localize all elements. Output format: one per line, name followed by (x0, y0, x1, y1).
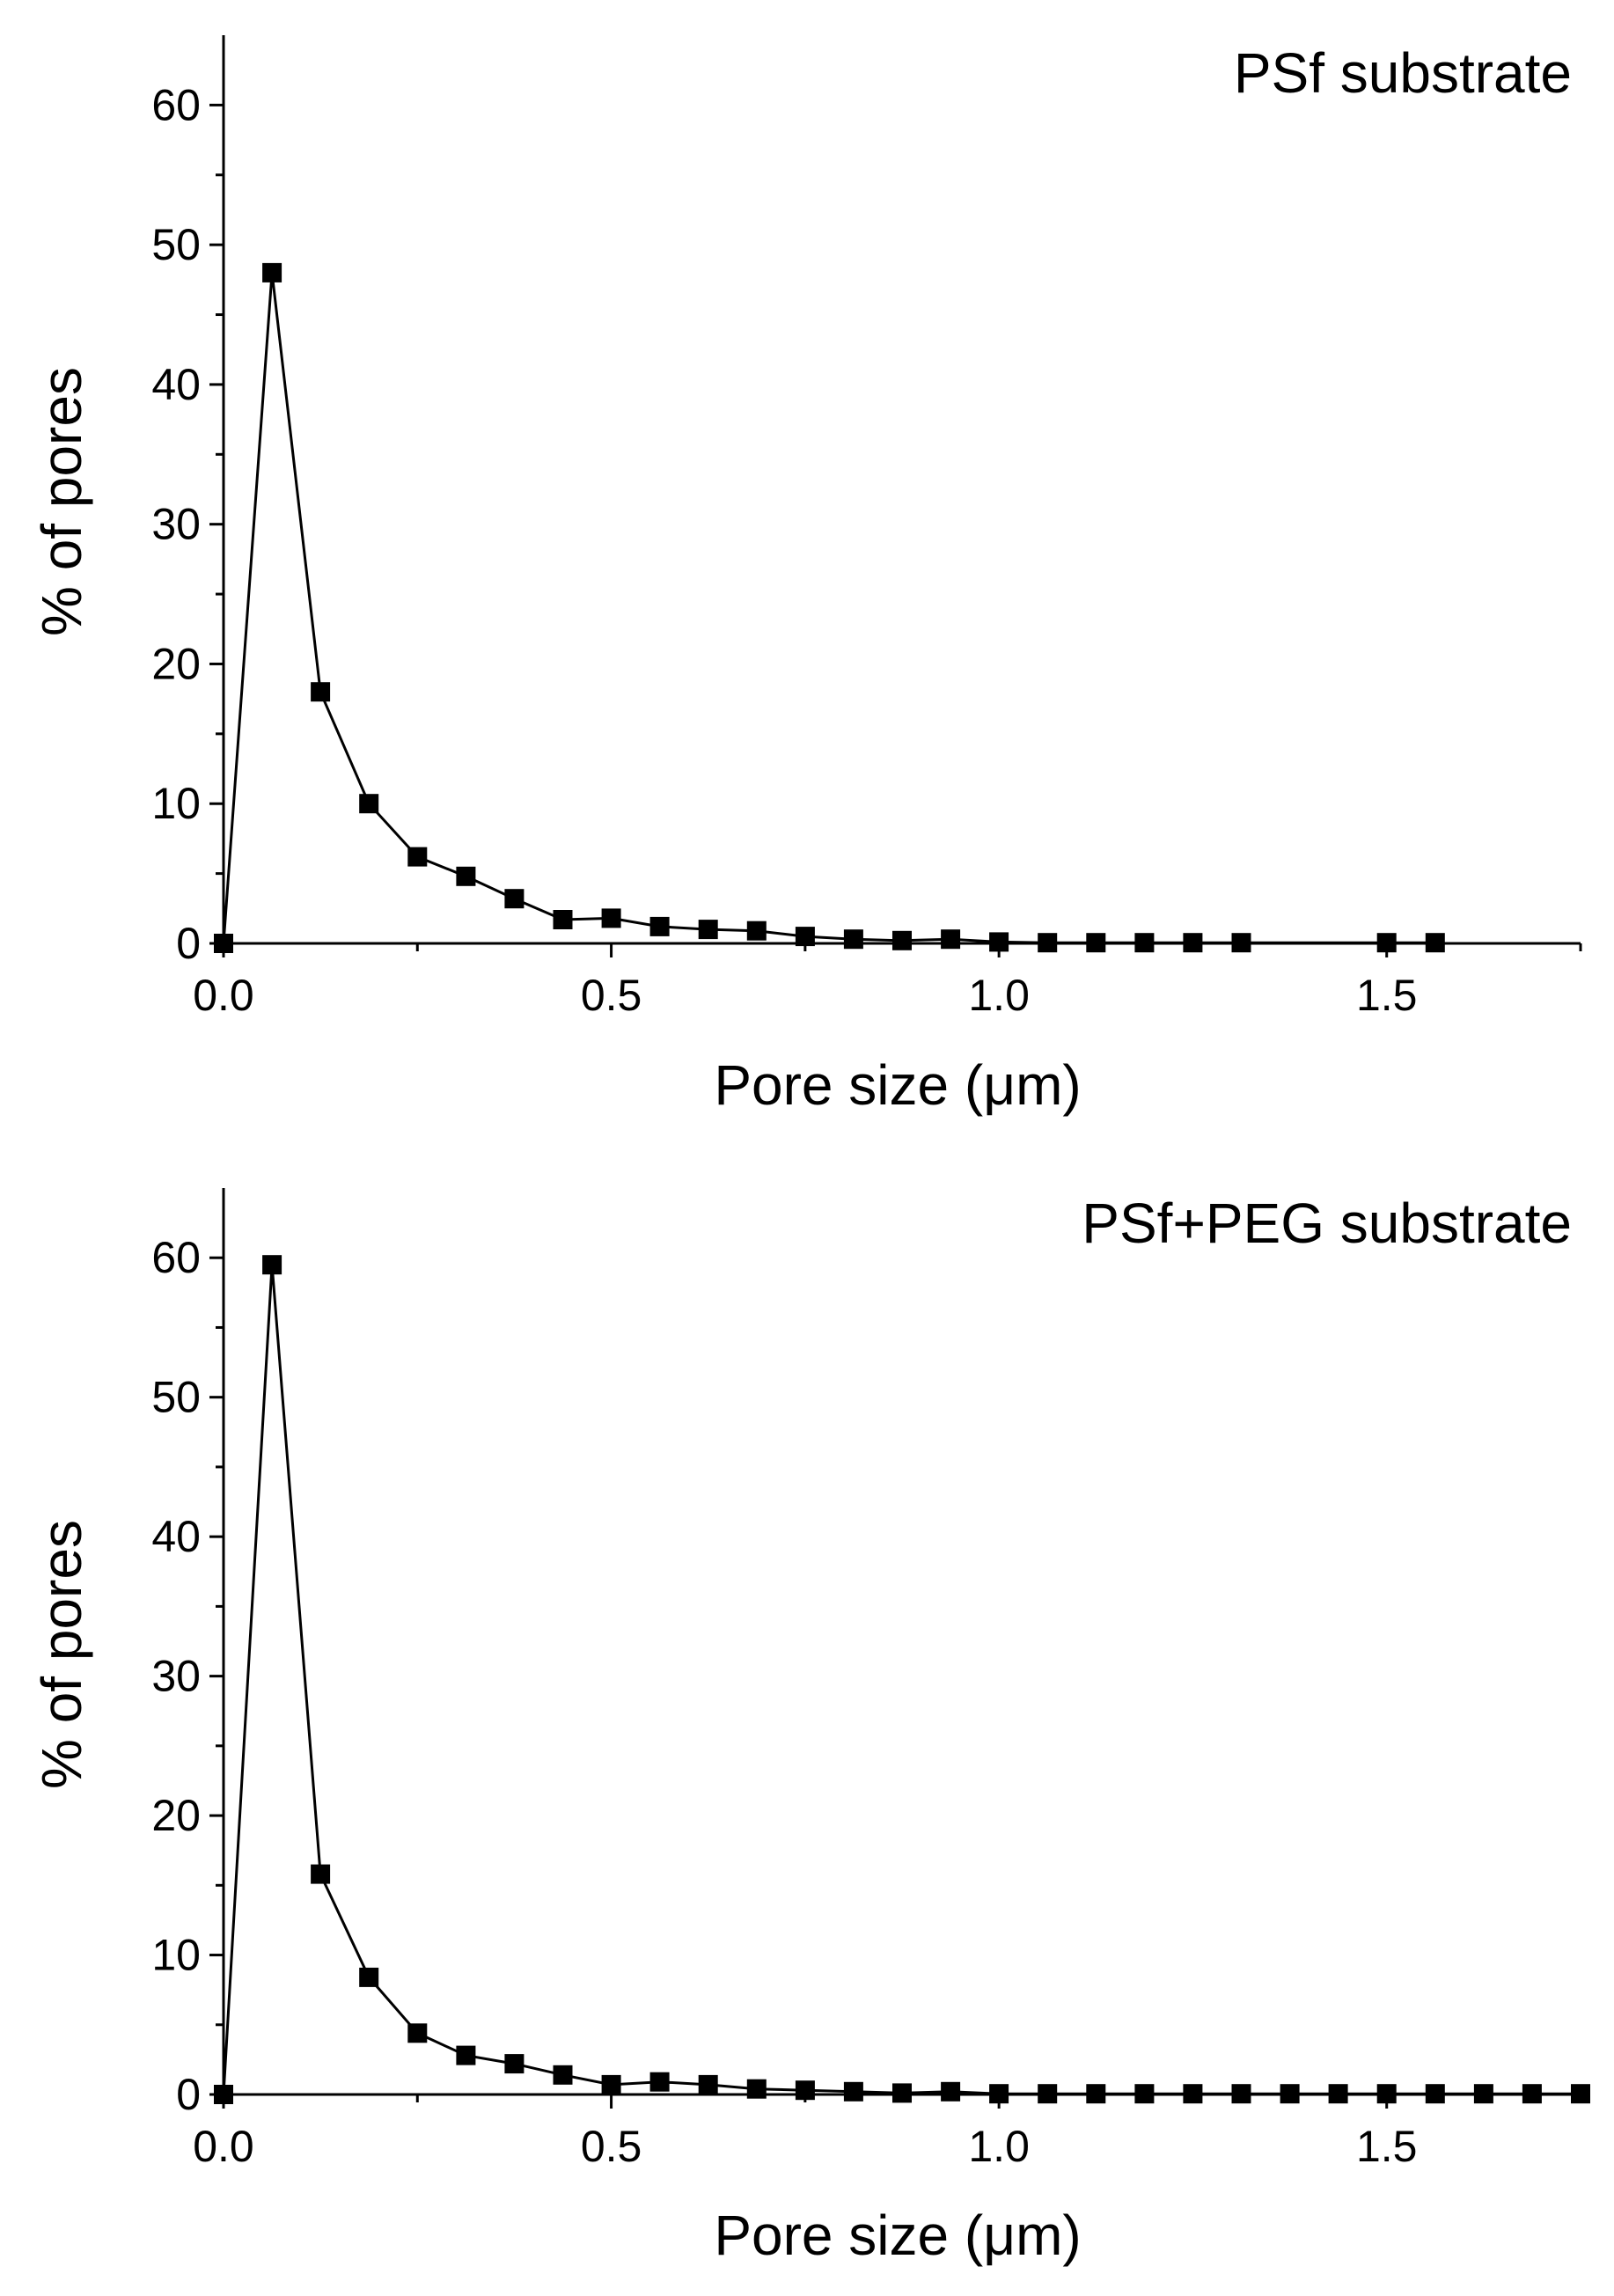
x-tick-label: 0.5 (581, 971, 642, 1020)
data-point-marker (601, 908, 621, 928)
data-point-marker (698, 2074, 718, 2094)
data-point-marker (746, 2079, 767, 2099)
x-axis-title: Pore size (μm) (714, 1053, 1081, 1117)
y-tick-label: 60 (151, 1233, 201, 1282)
data-point-marker (649, 2072, 670, 2092)
y-tick-label: 10 (151, 1931, 201, 1980)
data-point-marker (456, 866, 476, 886)
y-tick-label: 40 (151, 1512, 201, 1561)
data-point-marker (989, 2084, 1009, 2104)
panel-annotation: PSf substrate (1234, 41, 1572, 105)
data-point-marker (1038, 2084, 1058, 2104)
y-axis-title: % of pores (30, 1520, 93, 1789)
data-point-marker (1086, 2084, 1106, 2104)
data-point-marker (1038, 933, 1058, 953)
data-point-marker (843, 2081, 863, 2102)
data-point-marker (311, 1864, 331, 1884)
x-tick-label: 1.5 (1356, 2122, 1418, 2171)
data-point-marker (262, 1255, 282, 1275)
y-axis-title: % of pores (30, 367, 93, 636)
x-tick-label: 0.0 (193, 971, 254, 1020)
data-point-marker (359, 1967, 379, 1987)
data-point-marker (262, 262, 282, 282)
data-point-marker (1183, 2084, 1203, 2104)
data-point-marker (1376, 933, 1397, 953)
data-point-marker (1280, 2084, 1300, 2104)
data-point-marker (746, 921, 767, 941)
data-point-marker (359, 794, 379, 814)
data-point-marker (1571, 2084, 1590, 2104)
panel-annotation: PSf+PEG substrate (1082, 1192, 1572, 1255)
data-point-marker (843, 929, 863, 950)
data-point-marker (1134, 2084, 1155, 2104)
data-point-marker (601, 2074, 621, 2094)
data-point-marker (504, 2054, 525, 2074)
data-point-marker (407, 847, 428, 867)
data-point-marker (1134, 933, 1155, 953)
y-tick-label: 40 (151, 360, 201, 409)
data-point-marker (892, 930, 912, 950)
data-point-marker (1231, 933, 1251, 953)
data-point-marker (941, 929, 961, 950)
data-point-marker (553, 2065, 573, 2085)
data-point-marker (504, 889, 525, 909)
data-point-marker (1231, 2084, 1251, 2104)
y-tick-label: 50 (151, 220, 201, 269)
chart-panel-psf: PSf substrate Pore size (μm) % of pores … (30, 35, 1582, 1117)
y-tick-label: 50 (151, 1373, 201, 1422)
data-point-marker (214, 934, 233, 953)
data-point-marker (214, 2085, 233, 2104)
data-point-marker (553, 910, 573, 929)
chart-panel-psf-peg: PSf+PEG substrate Pore size (μm) % of po… (30, 1188, 1590, 2267)
y-tick-label: 0 (176, 2070, 201, 2119)
data-point-marker (698, 920, 718, 940)
y-tick-label: 20 (151, 639, 201, 688)
series-line (222, 1265, 1581, 2095)
y-tick-label: 10 (151, 779, 201, 828)
data-point-marker (795, 2080, 815, 2101)
y-tick-label: 30 (151, 500, 201, 549)
data-point-marker (649, 916, 670, 936)
data-point-marker (407, 2023, 428, 2043)
data-point-marker (1473, 2084, 1493, 2104)
data-point-marker (456, 2045, 476, 2065)
data-point-marker (1376, 2084, 1397, 2104)
data-point-marker (1425, 2084, 1445, 2104)
data-point-marker (795, 927, 815, 947)
data-point-marker (1183, 933, 1203, 953)
series-line (222, 272, 1435, 944)
data-point-marker (311, 682, 331, 702)
data-point-marker (941, 2081, 961, 2102)
y-tick-label: 60 (151, 80, 201, 129)
data-point-marker (1328, 2084, 1348, 2104)
data-point-marker (989, 932, 1009, 952)
x-tick-label: 0.0 (193, 2122, 254, 2171)
y-tick-label: 30 (151, 1652, 201, 1701)
x-tick-label: 1.0 (968, 971, 1030, 1020)
x-tick-label: 0.5 (581, 2122, 642, 2171)
x-tick-label: 1.5 (1356, 971, 1418, 1020)
data-point-marker (1086, 933, 1106, 953)
x-tick-label: 1.0 (968, 2122, 1030, 2171)
x-axis-title: Pore size (μm) (714, 2204, 1081, 2267)
y-tick-label: 0 (176, 919, 201, 968)
data-point-marker (1425, 933, 1445, 953)
data-point-marker (1522, 2084, 1542, 2104)
data-point-marker (892, 2083, 912, 2103)
y-tick-label: 20 (151, 1791, 201, 1840)
